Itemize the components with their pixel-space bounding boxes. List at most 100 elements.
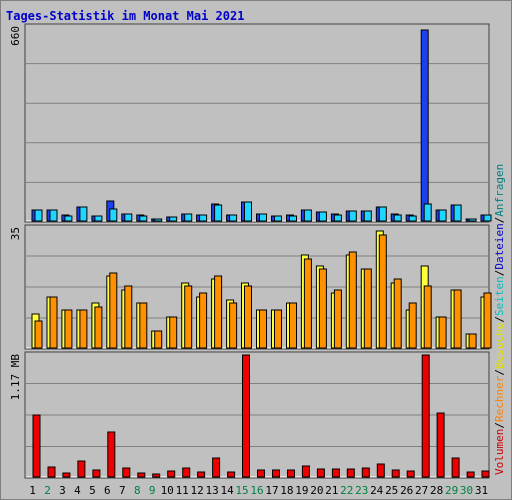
bar-dateien	[139, 215, 148, 222]
bar-volumen	[436, 412, 445, 478]
bar-rechner	[333, 289, 342, 349]
bar-volumen	[331, 468, 340, 478]
bar-volumen	[391, 469, 400, 478]
bar-dateien	[199, 214, 208, 222]
legend: Volumen/Rechner/Besuche/Seiten/Dateien/A…	[493, 164, 506, 475]
bar-dateien	[94, 215, 103, 222]
bar-dateien	[333, 214, 342, 222]
bar-dateien	[348, 210, 357, 222]
bar-rechner	[109, 272, 118, 349]
bar-rechner	[169, 316, 178, 349]
legend-item-seiten: Seiten	[493, 276, 506, 316]
bar-volumen	[122, 467, 131, 478]
day-label: 1	[29, 484, 36, 497]
bar-volumen	[272, 469, 280, 478]
chart-title: Tages-Statistik im Monat Mai 2021	[6, 9, 245, 23]
bar-volumen	[406, 470, 415, 478]
bar-dateien	[64, 215, 73, 222]
day-label: 29	[445, 484, 458, 497]
day-label: 24	[370, 484, 384, 497]
day-label: 17	[265, 484, 278, 497]
bar-anfragen	[420, 29, 429, 222]
bar-dateien	[318, 211, 327, 222]
day-label: 3	[59, 484, 66, 497]
bar-rechner	[244, 285, 252, 349]
bar-dateien	[289, 215, 297, 222]
bar-dateien	[229, 214, 238, 222]
day-label: 31	[475, 484, 488, 497]
bar-rechner	[303, 258, 312, 349]
panel-hits	[24, 23, 490, 223]
bar-rechner	[199, 292, 208, 349]
legend-item-besuche: Besuche	[493, 323, 506, 369]
bar-volumen	[227, 471, 236, 478]
day-label: 22	[340, 484, 353, 497]
bar-rechner	[274, 309, 282, 349]
bar-dateien	[169, 216, 178, 222]
bar-dateien	[259, 213, 267, 222]
bar-rechner	[49, 296, 58, 349]
bar-rechner	[124, 285, 133, 349]
legend-item-anfragen: Anfragen	[493, 164, 506, 217]
bar-dateien	[124, 213, 133, 222]
day-label: 16	[250, 484, 263, 497]
day-label: 12	[190, 484, 203, 497]
bar-volumen	[212, 457, 221, 478]
day-label: 19	[295, 484, 308, 497]
bar-rechner	[408, 302, 417, 349]
legend-separator: /	[493, 217, 506, 224]
legend-separator: /	[493, 422, 506, 429]
bar-dateien	[423, 203, 432, 222]
bar-rechner	[468, 333, 477, 349]
bar-volumen	[152, 473, 161, 478]
bar-volumen	[376, 463, 385, 478]
bar-dateien	[214, 204, 223, 222]
bar-rechner	[79, 309, 88, 349]
bar-dateien	[274, 215, 282, 222]
bar-volumen	[77, 460, 86, 478]
bar-rechner	[229, 302, 238, 349]
day-label: 9	[149, 484, 156, 497]
bar-volumen	[242, 354, 250, 478]
y-max-label-volume: 1.17 MB	[9, 354, 22, 401]
day-label: 28	[430, 484, 443, 497]
bar-rechner	[363, 268, 372, 349]
day-label: 11	[176, 484, 189, 497]
bar-dateien	[438, 209, 447, 222]
bar-dateien	[483, 214, 492, 222]
day-label: 15	[235, 484, 248, 497]
legend-item-rechner: Rechner	[493, 375, 506, 422]
bar-volumen	[92, 469, 101, 478]
bar-volumen	[32, 414, 41, 478]
legend-item-volumen: Volumen	[493, 429, 506, 475]
day-label: 20	[310, 484, 323, 497]
bar-rechner	[259, 309, 267, 349]
bar-rechner	[423, 285, 432, 349]
legend-separator: /	[493, 270, 506, 277]
bar-rechner	[214, 275, 223, 349]
day-label: 5	[89, 484, 96, 497]
day-label: 7	[119, 484, 126, 497]
bar-volumen	[361, 467, 370, 478]
bar-dateien	[468, 218, 477, 222]
bar-rechner	[94, 306, 103, 349]
bar-dateien	[378, 206, 387, 222]
day-label: 10	[161, 484, 174, 497]
day-label: 21	[325, 484, 338, 497]
bar-volumen	[466, 471, 475, 478]
bar-volumen	[287, 469, 295, 478]
y-max-label-visits: 35	[9, 227, 22, 240]
bar-dateien	[363, 210, 372, 222]
legend-separator: /	[493, 316, 506, 323]
bar-dateien	[34, 209, 43, 222]
bar-dateien	[154, 218, 163, 222]
bar-dateien	[184, 213, 193, 222]
bar-rechner	[453, 289, 462, 349]
day-label: 18	[280, 484, 293, 497]
day-label: 23	[355, 484, 368, 497]
bar-volumen	[257, 469, 265, 478]
bar-volumen	[182, 467, 191, 478]
bar-volumen	[481, 470, 490, 478]
day-label: 30	[460, 484, 473, 497]
